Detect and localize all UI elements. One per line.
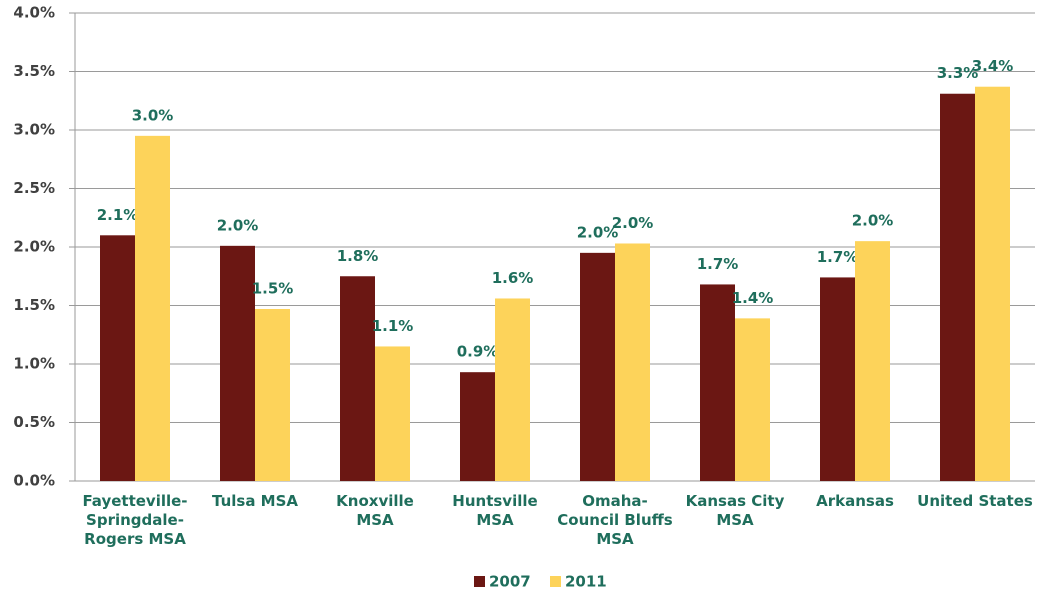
bar	[100, 235, 135, 481]
value-label: 3.4%	[972, 57, 1014, 75]
value-label: 1.4%	[732, 289, 774, 307]
value-label: 1.5%	[252, 280, 294, 298]
bar	[495, 298, 530, 481]
x-tick-label: Kansas City MSA	[685, 492, 785, 529]
legend-label: 2007	[489, 573, 531, 591]
value-label: 3.0%	[132, 106, 174, 124]
x-tick-label: Huntsville MSA	[452, 492, 538, 529]
bar	[255, 309, 290, 481]
bar	[615, 243, 650, 481]
x-tick-label: Arkansas	[816, 492, 894, 510]
y-tick-label: 1.5%	[13, 296, 55, 314]
value-label: 1.7%	[697, 255, 739, 273]
y-tick-label: 3.5%	[13, 62, 55, 80]
bar	[735, 318, 770, 481]
bar	[340, 276, 375, 481]
legend-swatch	[550, 576, 561, 587]
x-tick-label: United States	[917, 492, 1033, 510]
y-tick-label: 2.5%	[13, 179, 55, 197]
bar	[940, 93, 975, 481]
y-tick-label: 3.0%	[13, 121, 55, 139]
x-tick-label: Omaha-Council Bluffs MSA	[557, 492, 673, 548]
bar	[135, 135, 170, 481]
legend-swatch	[474, 576, 485, 587]
value-label: 2.0%	[612, 214, 654, 232]
value-label: 1.1%	[372, 317, 414, 335]
y-tick-label: 2.0%	[13, 238, 55, 256]
value-label: 2.1%	[97, 206, 139, 224]
value-label: 2.0%	[852, 212, 894, 230]
value-label: 0.9%	[457, 343, 499, 361]
bar	[855, 241, 890, 481]
x-tick-label: Fayetteville-Springdale-Rogers MSA	[82, 492, 188, 548]
bar	[820, 277, 855, 481]
value-label: 2.0%	[217, 216, 259, 234]
value-label: 1.8%	[337, 247, 379, 265]
y-tick-label: 4.0%	[13, 4, 55, 22]
bar	[700, 284, 735, 481]
value-label: 1.6%	[492, 269, 534, 287]
bar	[220, 245, 255, 481]
bar	[460, 372, 495, 481]
y-tick-label: 1.0%	[13, 355, 55, 373]
bar	[375, 346, 410, 481]
bar	[975, 86, 1010, 482]
value-label: 1.7%	[817, 248, 859, 266]
x-tick-label: Tulsa MSA	[211, 492, 298, 510]
value-label: 3.3%	[937, 64, 979, 82]
legend-label: 2011	[565, 573, 607, 591]
x-tick-label: Knoxville MSA	[336, 492, 414, 529]
y-tick-label: 0.0%	[13, 472, 55, 490]
value-label: 2.0%	[577, 223, 619, 241]
bar	[580, 252, 615, 481]
y-tick-label: 0.5%	[13, 413, 55, 431]
